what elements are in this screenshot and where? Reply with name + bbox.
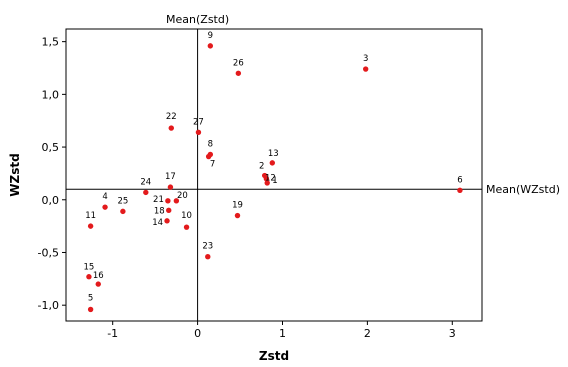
data-point: [86, 274, 92, 280]
point-label: 20: [177, 191, 188, 201]
x-tick-label: -1: [107, 327, 118, 340]
point-label: 12: [265, 174, 276, 184]
data-point: [183, 224, 190, 230]
mean-y-label: Mean(WZstd): [486, 183, 560, 196]
data-point: [173, 198, 180, 204]
data-point: [264, 180, 270, 186]
point-label: 17: [165, 172, 176, 182]
data-point: [195, 129, 202, 136]
plot-frame: [65, 28, 483, 322]
data-point: [167, 184, 174, 190]
point-label: 15: [84, 263, 95, 273]
point-label: 13: [268, 149, 279, 159]
point-label: 8: [208, 139, 213, 149]
y-tick-label: -1,0: [38, 299, 59, 312]
mean-x-label: Mean(Zstd): [166, 13, 229, 26]
point-label: 25: [117, 196, 128, 206]
data-point: [168, 125, 174, 131]
point-label: 24: [140, 177, 151, 187]
data-points: [86, 43, 463, 313]
data-point: [269, 160, 276, 166]
data-point: [207, 151, 214, 158]
x-tick-label: 3: [449, 327, 456, 340]
data-point: [120, 208, 126, 215]
y-tick-label: 0,5: [42, 141, 60, 154]
point-label: 1: [272, 176, 277, 186]
point-label: 5: [88, 293, 93, 303]
y-tick-label: 1,5: [42, 36, 60, 49]
point-label: 16: [93, 271, 104, 281]
point-label: 27: [193, 117, 204, 127]
data-point: [457, 187, 463, 193]
y-axis-title: WZstd: [8, 153, 22, 196]
data-point: [234, 212, 241, 219]
x-tick-label: 0: [194, 327, 201, 340]
point-label: 10: [181, 211, 192, 221]
data-point: [362, 66, 369, 72]
point-label: 6: [457, 175, 462, 185]
point-label: 26: [233, 58, 244, 68]
x-axis-title: Zstd: [259, 349, 289, 363]
point-label: 11: [85, 211, 96, 221]
data-point: [102, 204, 108, 210]
data-point: [164, 218, 170, 224]
data-point: [235, 70, 242, 76]
data-point: [263, 175, 270, 182]
point-label: 9: [208, 31, 213, 41]
x-tick-label: 2: [364, 327, 371, 340]
reference-lines: Mean(Zstd) Mean(WZstd): [66, 13, 560, 321]
axis-ticks: -1 0 1 2 3-1,0-0,50,00,51,01,5: [38, 36, 456, 340]
x-tick-label: 1: [279, 327, 286, 340]
y-tick-label: 1,0: [42, 88, 60, 101]
point-label: 4: [102, 192, 107, 202]
data-point: [207, 43, 214, 49]
data-point: [87, 306, 94, 313]
point-label: 14: [152, 218, 163, 228]
data-point: [166, 207, 172, 214]
data-point: [165, 198, 171, 204]
point-label: 3: [363, 54, 368, 64]
data-point: [205, 253, 211, 260]
point-label: 18: [154, 206, 165, 216]
y-tick-label: -0,5: [38, 246, 59, 259]
point-label: 7: [210, 160, 215, 170]
data-point: [143, 189, 149, 196]
point-label: 2: [259, 162, 264, 172]
point-labels: 1234567891011121314151617181920212223242…: [84, 31, 463, 304]
data-point: [87, 223, 94, 229]
point-label: 21: [153, 195, 164, 205]
point-label: 23: [202, 242, 213, 252]
point-label: 19: [232, 201, 243, 211]
point-label: 22: [166, 112, 177, 122]
y-tick-label: 0,0: [42, 194, 60, 207]
data-point: [95, 281, 101, 287]
